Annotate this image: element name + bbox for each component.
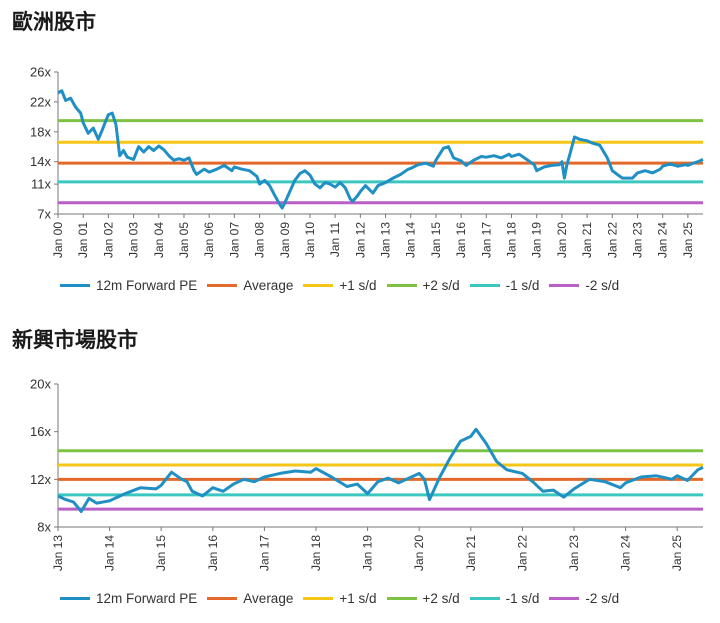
x-tick-label: Jan 11 [328, 222, 342, 257]
x-tick-label: Jan 02 [101, 222, 115, 258]
legend-label: -1 s/d [505, 278, 540, 293]
legend-label: Average [243, 591, 294, 606]
legend-swatch [386, 284, 417, 287]
x-tick-label: Jan 23 [567, 535, 581, 571]
legend-item-plus1sd: +1 s/d [303, 278, 377, 293]
chart-panel-europe: 歐洲股市 26x 22x 18x 14x 11x 7x Jan 00 Jan 01 Jan 02… [0, 0, 720, 305]
legend-item-minus2sd: -2 s/d [549, 278, 619, 293]
x-tick-label: Jan 24 [656, 222, 670, 258]
x-tick-label: Jan 20 [412, 535, 426, 571]
x-tick-label: Jan 04 [152, 222, 166, 258]
x-tick-label: Jan 16 [206, 535, 220, 571]
legend-swatch [207, 597, 238, 600]
x-tick-label: Jan 15 [429, 222, 443, 258]
legend-label: 12m Forward PE [96, 591, 198, 606]
x-tick-label: Jan 19 [361, 535, 375, 571]
legend-item-minus1sd: -1 s/d [469, 591, 540, 606]
chart-panel-emerging: 新興市場股市 20x 16x 12x 8x Jan 13 Jan 14 Jan 15 Jan … [0, 318, 720, 623]
x-tick-label: Jan 06 [202, 222, 216, 258]
x-tick-label: Jan 21 [580, 222, 594, 258]
x-tick-label: Jan 22 [515, 535, 529, 571]
legend-item-minus2sd: -2 s/d [549, 591, 619, 606]
legend-swatch [469, 284, 500, 287]
legend-swatch [303, 284, 334, 287]
y-tick-label: 26x [30, 65, 51, 80]
legend-swatch [303, 597, 334, 600]
legend-label: Average [243, 278, 294, 293]
y-tick-label: 14x [30, 154, 51, 169]
legend-item-average: Average [207, 278, 293, 293]
x-tick-label: Jan 21 [464, 535, 478, 571]
x-tick-label: Jan 23 [630, 222, 644, 258]
x-tick-label: Jan 14 [103, 535, 117, 571]
legend-item-average: Average [207, 591, 293, 606]
x-tick-label: Jan 07 [227, 222, 241, 258]
y-tick-label: 16x [30, 424, 51, 439]
x-tick-label: Jan 00 [51, 222, 65, 258]
y-tick-label: 7x [37, 207, 51, 222]
legend-label: 12m Forward PE [96, 278, 198, 293]
legend-item-forward-pe: 12m Forward PE [60, 591, 197, 606]
chart-title: 歐洲股市 [12, 10, 96, 34]
x-tick-label: Jan 09 [278, 222, 292, 258]
legend-swatch [207, 284, 238, 287]
x-tick-label: Jan 24 [619, 535, 633, 571]
legend-label: +2 s/d [422, 278, 460, 293]
x-tick-label: Jan 10 [303, 222, 317, 258]
x-tick-label: Jan 25 [670, 535, 684, 571]
x-tick-label: Jan 18 [309, 535, 323, 571]
y-tick-label: 22x [30, 94, 51, 109]
y-tick-label: 20x [30, 377, 51, 392]
x-tick-label: Jan 20 [555, 222, 569, 258]
legend-item-plus2sd: +2 s/d [386, 278, 460, 293]
y-tick-label: 8x [37, 520, 51, 535]
legend-swatch [549, 284, 580, 287]
x-tick-label: Jan 16 [454, 222, 468, 258]
x-tick-label: Jan 25 [681, 222, 695, 258]
x-tick-label: Jan 08 [253, 222, 267, 258]
x-tick-label: Jan 13 [51, 535, 65, 571]
legend-swatch [469, 597, 500, 600]
legend-item-minus1sd: -1 s/d [469, 278, 540, 293]
series-line-forward-pe [57, 89, 704, 210]
legend-item-plus1sd: +1 s/d [303, 591, 377, 606]
legend-label: +1 s/d [339, 591, 377, 606]
y-tick-label: 11x [31, 177, 51, 192]
x-tick-label: Jan 05 [177, 222, 191, 258]
chart-legend: 12m Forward PE Average +1 s/d +2 s/d -1 … [60, 591, 629, 606]
legend-label: -2 s/d [585, 278, 620, 293]
x-tick-label: Jan 17 [257, 535, 271, 571]
legend-label: +1 s/d [339, 278, 377, 293]
legend-label: -1 s/d [505, 591, 540, 606]
x-tick-label: Jan 12 [353, 222, 367, 258]
legend-swatch [60, 597, 90, 600]
legend-swatch [60, 284, 90, 287]
chart-legend: 12m Forward PE Average +1 s/d +2 s/d -1 … [60, 278, 629, 293]
x-tick-label: Jan 01 [76, 222, 90, 258]
legend-swatch [386, 597, 417, 600]
x-tick-label: Jan 17 [479, 222, 493, 258]
y-tick-label: 12x [30, 472, 51, 487]
legend-label: -2 s/d [585, 591, 620, 606]
x-tick-label: Jan 19 [530, 222, 544, 258]
x-tick-label: Jan 13 [379, 222, 393, 258]
legend-label: +2 s/d [422, 591, 460, 606]
chart-title: 新興市場股市 [12, 328, 138, 352]
series-line-forward-pe [57, 427, 704, 513]
x-tick-label: Jan 14 [404, 222, 418, 258]
x-tick-label: Jan 15 [154, 535, 168, 571]
y-tick-label: 18x [30, 124, 51, 139]
x-tick-label: Jan 03 [127, 222, 141, 258]
x-tick-label: Jan 22 [605, 222, 619, 258]
legend-swatch [549, 597, 580, 600]
x-tick-label: Jan 18 [505, 222, 519, 258]
legend-item-forward-pe: 12m Forward PE [60, 278, 197, 293]
legend-item-plus2sd: +2 s/d [386, 591, 460, 606]
